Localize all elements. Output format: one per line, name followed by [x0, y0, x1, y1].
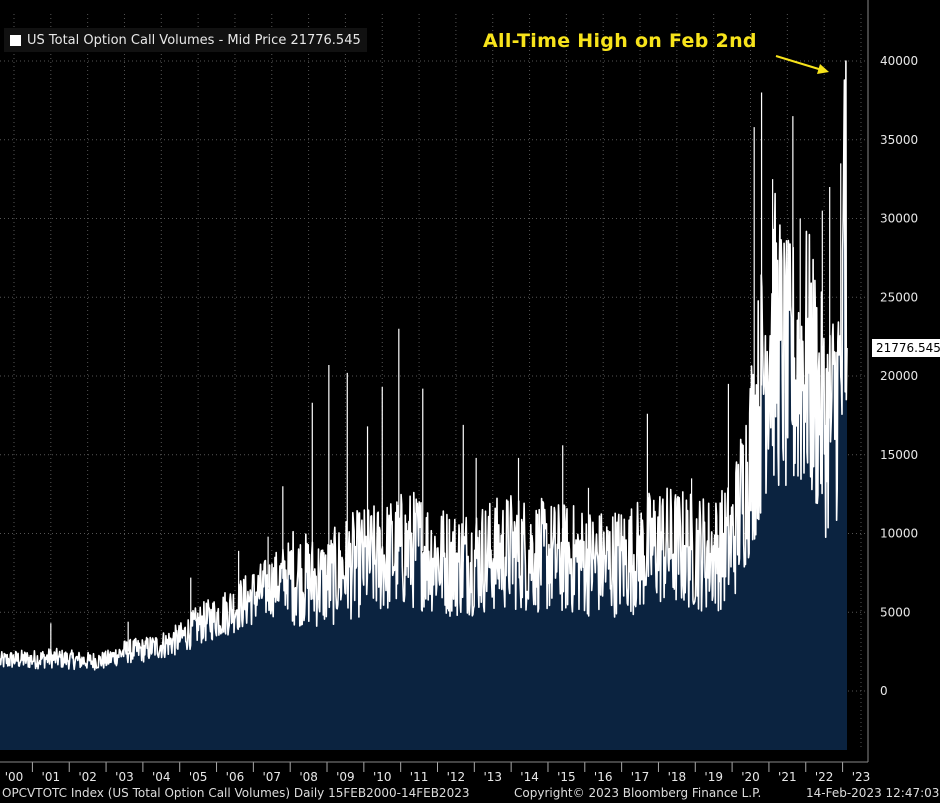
x-tick-label: '00 — [5, 770, 24, 784]
annotation-arrow-head — [817, 64, 829, 74]
footer-copyright: Copyright© 2023 Bloomberg Finance L.P. — [514, 786, 762, 800]
y-tick-label: 30000 — [880, 212, 918, 226]
y-tick-label: 15000 — [880, 448, 918, 462]
y-tick-label: 5000 — [880, 605, 911, 619]
x-tick-label: '18 — [668, 770, 687, 784]
chart-area-series — [0, 60, 848, 750]
x-tick-label: '19 — [704, 770, 723, 784]
x-tick-label: '16 — [594, 770, 613, 784]
x-tick-label: '14 — [520, 770, 539, 784]
area-fill — [0, 61, 847, 750]
legend-swatch — [10, 34, 21, 46]
chart-legend: US Total Option Call Volumes - Mid Price… — [4, 28, 367, 52]
x-tick-label: '21 — [778, 770, 797, 784]
x-tick-label: '22 — [815, 770, 834, 784]
x-tick-label: '12 — [447, 770, 466, 784]
x-tick-label: '03 — [115, 770, 134, 784]
x-tick-label: '06 — [226, 770, 245, 784]
y-tick-label: 25000 — [880, 290, 918, 304]
y-tick-label: 0 — [880, 684, 888, 698]
chart-axes: 0 5000 10000 15000 20000 25000 30000 35000 40000… — [0, 0, 918, 784]
x-tick-label: '01 — [42, 770, 61, 784]
x-tick-label: '20 — [741, 770, 760, 784]
x-tick-label: '17 — [631, 770, 650, 784]
x-tick-label: '05 — [189, 770, 208, 784]
x-tick-label: '11 — [410, 770, 429, 784]
y-tick-label: 20000 — [880, 369, 918, 383]
y-tick-label: 40000 — [880, 54, 918, 68]
last-value-label: 21776.545 — [872, 339, 940, 357]
annotation-arrow — [775, 55, 829, 74]
series-line — [0, 60, 848, 671]
x-tick-label: '13 — [483, 770, 502, 784]
x-tick-label: '23 — [852, 770, 871, 784]
footer-index-description: OPCVTOTC Index (US Total Option Call Vol… — [2, 786, 470, 800]
y-tick-label: 10000 — [880, 527, 918, 541]
x-tick-label: '09 — [336, 770, 355, 784]
annotation-all-time-high: All-Time High on Feb 2nd — [483, 30, 757, 52]
footer-timestamp: 14-Feb-2023 12:47:03 — [806, 786, 940, 800]
chart-volatility-spikes — [50, 92, 842, 658]
x-tick-label: '04 — [152, 770, 171, 784]
legend-label: US Total Option Call Volumes - Mid Price… — [27, 32, 361, 48]
x-tick-label: '07 — [262, 770, 281, 784]
x-tick-label: '08 — [299, 770, 318, 784]
x-tick-label: '02 — [78, 770, 97, 784]
y-tick-label: 35000 — [880, 133, 918, 147]
x-tick-label: '10 — [373, 770, 392, 784]
annotation-arrow-shaft — [775, 55, 823, 71]
x-tick-label: '15 — [557, 770, 576, 784]
